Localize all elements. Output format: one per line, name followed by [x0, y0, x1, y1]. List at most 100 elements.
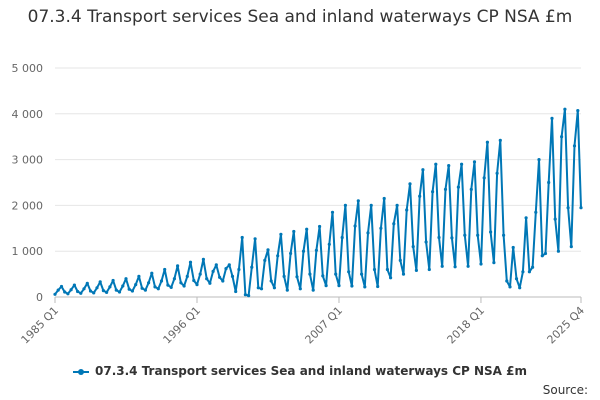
data-point[interactable]	[485, 140, 489, 144]
data-point[interactable]	[511, 245, 515, 250]
data-point[interactable]	[531, 265, 535, 269]
data-point[interactable]	[334, 272, 338, 276]
data-point[interactable]	[247, 294, 251, 298]
data-point[interactable]	[347, 270, 351, 274]
data-point[interactable]	[285, 288, 289, 292]
data-point[interactable]	[527, 270, 532, 274]
data-point[interactable]	[156, 287, 160, 291]
data-point[interactable]	[224, 267, 228, 271]
data-point[interactable]	[166, 283, 170, 287]
data-point[interactable]	[498, 138, 502, 142]
data-point[interactable]	[472, 160, 477, 164]
data-point[interactable]	[88, 289, 93, 293]
data-point[interactable]	[263, 258, 267, 262]
data-point[interactable]	[343, 203, 347, 207]
data-point[interactable]	[463, 233, 467, 237]
data-point[interactable]	[340, 235, 344, 240]
data-point[interactable]	[188, 260, 193, 264]
data-point[interactable]	[389, 276, 393, 280]
data-point[interactable]	[53, 292, 57, 296]
data-point[interactable]	[450, 236, 454, 240]
data-point[interactable]	[185, 274, 189, 278]
data-point[interactable]	[295, 275, 299, 279]
data-point[interactable]	[211, 269, 215, 273]
data-point[interactable]	[356, 199, 360, 203]
data-point[interactable]	[572, 144, 577, 148]
data-point[interactable]	[443, 187, 448, 191]
data-point[interactable]	[353, 224, 357, 228]
data-point[interactable]	[492, 261, 496, 265]
data-point[interactable]	[169, 285, 173, 289]
data-point[interactable]	[560, 135, 564, 139]
data-point[interactable]	[63, 290, 67, 294]
data-point[interactable]	[440, 264, 444, 268]
data-point[interactable]	[437, 235, 441, 240]
data-point[interactable]	[411, 245, 415, 249]
data-point[interactable]	[553, 217, 557, 221]
data-point[interactable]	[101, 289, 105, 293]
data-point[interactable]	[408, 182, 412, 186]
data-point[interactable]	[479, 262, 483, 266]
data-point[interactable]	[337, 284, 341, 288]
data-point[interactable]	[476, 233, 480, 237]
data-point[interactable]	[234, 289, 238, 294]
data-point[interactable]	[460, 162, 464, 166]
data-point[interactable]	[514, 277, 519, 281]
data-point[interactable]	[447, 164, 451, 168]
data-point[interactable]	[153, 285, 157, 289]
data-point[interactable]	[56, 288, 60, 292]
data-point[interactable]	[117, 290, 122, 294]
data-point[interactable]	[524, 216, 528, 220]
data-point[interactable]	[227, 263, 231, 267]
data-point[interactable]	[237, 267, 241, 272]
data-point[interactable]	[363, 285, 367, 289]
data-point[interactable]	[114, 288, 118, 292]
data-point[interactable]	[256, 286, 260, 290]
data-point[interactable]	[550, 116, 554, 120]
data-point[interactable]	[456, 185, 460, 189]
data-point[interactable]	[327, 242, 331, 246]
data-point[interactable]	[279, 232, 283, 236]
data-point[interactable]	[195, 283, 199, 287]
data-point[interactable]	[311, 288, 315, 292]
data-point[interactable]	[269, 279, 273, 283]
data-point[interactable]	[324, 284, 328, 288]
data-point[interactable]	[569, 245, 573, 249]
data-point[interactable]	[240, 235, 244, 240]
data-point[interactable]	[401, 272, 406, 276]
data-point[interactable]	[201, 257, 205, 261]
data-point[interactable]	[376, 284, 380, 289]
data-point[interactable]	[418, 194, 422, 198]
data-point[interactable]	[350, 284, 354, 288]
data-point[interactable]	[59, 284, 64, 289]
data-point[interactable]	[143, 288, 147, 292]
data-point[interactable]	[72, 283, 76, 287]
data-point[interactable]	[253, 237, 257, 241]
data-point[interactable]	[360, 272, 364, 276]
data-point[interactable]	[556, 249, 561, 253]
data-point[interactable]	[502, 233, 506, 237]
data-point[interactable]	[414, 268, 418, 272]
data-point[interactable]	[298, 287, 302, 291]
data-point[interactable]	[85, 281, 89, 285]
data-point[interactable]	[579, 206, 583, 210]
data-point[interactable]	[366, 231, 370, 235]
data-point[interactable]	[272, 286, 276, 290]
data-point[interactable]	[566, 206, 570, 210]
legend[interactable]: 07.3.4 Transport services Sea and inland…	[0, 364, 600, 378]
data-point[interactable]	[321, 274, 325, 278]
data-point[interactable]	[489, 230, 493, 234]
data-point[interactable]	[427, 267, 431, 272]
data-point[interactable]	[121, 284, 125, 288]
data-point[interactable]	[314, 248, 318, 252]
data-point[interactable]	[108, 285, 112, 289]
data-point[interactable]	[179, 281, 183, 285]
data-point[interactable]	[576, 109, 580, 113]
data-point[interactable]	[305, 227, 309, 231]
data-point[interactable]	[208, 281, 212, 285]
data-point[interactable]	[276, 254, 280, 258]
data-point[interactable]	[147, 281, 151, 285]
data-point[interactable]	[543, 251, 548, 256]
data-point[interactable]	[392, 222, 396, 226]
data-point[interactable]	[79, 291, 83, 295]
